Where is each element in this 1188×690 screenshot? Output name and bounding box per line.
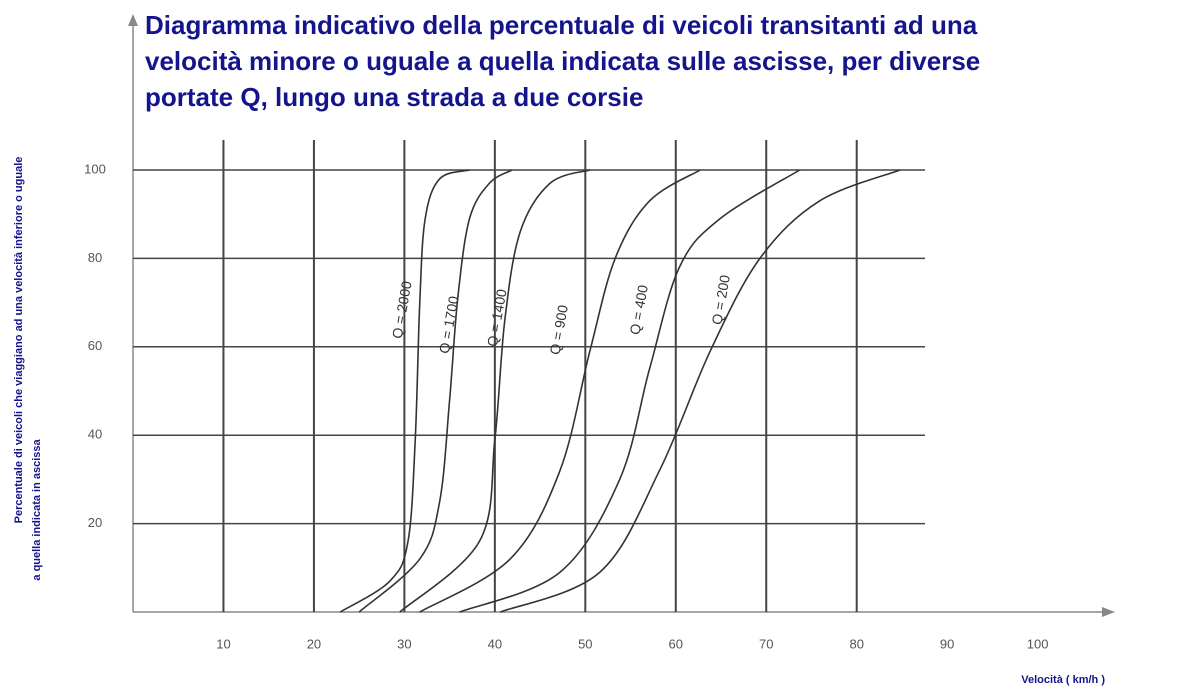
x-tick-label: 70: [759, 636, 773, 651]
series-line: [339, 169, 470, 613]
x-tick-label: 90: [940, 636, 954, 651]
series-line: [459, 169, 801, 613]
series-line: [358, 169, 513, 613]
series-label: Q = 200: [708, 273, 733, 325]
x-tick-label: 50: [578, 636, 592, 651]
y-axis-title: Percentuale di veicoli che viaggiano ad …: [13, 157, 25, 524]
series-line: [399, 169, 591, 613]
series-line: [499, 169, 901, 613]
series-label: Q = 1700: [436, 295, 462, 355]
y-tick-label: 40: [88, 427, 102, 442]
y-tick-label: 80: [88, 250, 102, 265]
series-line: [419, 169, 701, 613]
y-tick-label: 20: [88, 515, 102, 530]
x-tick-label: 20: [307, 636, 321, 651]
x-tick-label: 40: [488, 636, 502, 651]
chart-title: Diagramma indicativo della percentuale d…: [145, 10, 978, 40]
x-axis-title: Velocità ( km/h ): [1021, 674, 1105, 686]
chart-title: velocità minore o uguale a quella indica…: [145, 46, 980, 76]
series-label: Q = 900: [546, 303, 571, 355]
x-axis-arrow: [1102, 607, 1115, 617]
chart-title: portate Q, lungo una strada a due corsie: [145, 82, 643, 112]
series-label: Q = 400: [626, 283, 651, 335]
x-tick-label: 100: [1027, 636, 1049, 651]
x-tick-label: 80: [849, 636, 863, 651]
x-tick-label: 10: [216, 636, 230, 651]
y-axis-arrow: [128, 14, 138, 26]
x-tick-label: 30: [397, 636, 411, 651]
y-tick-label: 100: [84, 161, 106, 176]
y-tick-label: 60: [88, 338, 102, 353]
y-axis-title: a quella indicata in ascissa: [31, 439, 43, 581]
series-label: Q = 2000: [389, 280, 415, 340]
x-tick-label: 60: [669, 636, 683, 651]
